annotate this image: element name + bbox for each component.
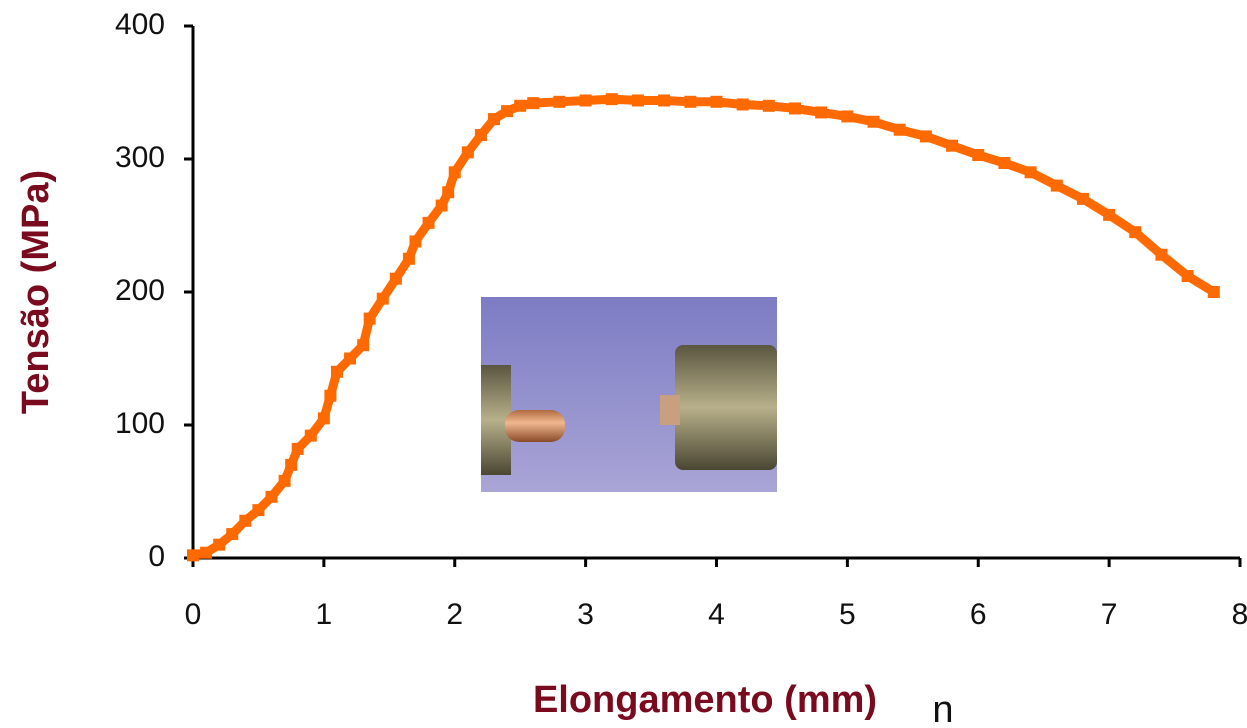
data-point xyxy=(187,549,199,561)
x-tick-label: 8 xyxy=(1232,598,1247,631)
x-tick-label: 6 xyxy=(970,598,987,631)
data-point xyxy=(606,93,618,105)
x-tick-label: 3 xyxy=(577,598,594,631)
data-point xyxy=(488,113,500,125)
data-point xyxy=(292,443,304,455)
data-point xyxy=(998,157,1010,169)
data-point xyxy=(318,412,330,424)
data-point xyxy=(894,124,906,136)
data-point xyxy=(364,313,376,325)
data-point xyxy=(266,491,278,503)
x-tick-label: 0 xyxy=(185,598,202,631)
data-point xyxy=(789,102,801,114)
data-point xyxy=(815,106,827,118)
data-point xyxy=(252,504,264,516)
data-point xyxy=(331,366,343,378)
data-point xyxy=(514,100,526,112)
data-point xyxy=(553,96,565,108)
data-point xyxy=(1103,209,1115,221)
data-point xyxy=(711,96,723,108)
data-point xyxy=(920,130,932,142)
data-point xyxy=(462,146,474,158)
data-point xyxy=(658,94,670,106)
x-tick-label: 7 xyxy=(1101,598,1118,631)
y-tick-label: 300 xyxy=(115,141,165,174)
data-point xyxy=(324,390,336,402)
data-point xyxy=(305,430,317,442)
data-point xyxy=(239,515,251,527)
data-point xyxy=(409,235,421,247)
data-point xyxy=(632,94,644,106)
data-point xyxy=(344,353,356,365)
data-point xyxy=(946,140,958,152)
data-point xyxy=(213,539,225,551)
x-tick-label: 4 xyxy=(708,598,725,631)
data-point xyxy=(357,339,369,351)
inset-photo xyxy=(481,297,777,492)
data-point xyxy=(763,100,775,112)
data-point xyxy=(684,96,696,108)
data-point xyxy=(403,253,415,265)
y-tick-label: 0 xyxy=(148,540,165,573)
data-point xyxy=(1182,270,1194,282)
y-tick-label: 200 xyxy=(115,274,165,307)
data-point xyxy=(1025,166,1037,178)
data-point xyxy=(449,166,461,178)
chart: Elongamento (mm) n Tensão (MPa) 0 100 200 3… xyxy=(0,0,1247,728)
x-axis-title: Elongamento (mm) xyxy=(533,679,877,721)
y-tick-label: 400 xyxy=(115,8,165,41)
annotation: n xyxy=(932,689,953,728)
data-point xyxy=(841,110,853,122)
data-point xyxy=(436,200,448,212)
data-point xyxy=(423,217,435,229)
data-point xyxy=(226,528,238,540)
x-tick-label: 5 xyxy=(839,598,856,631)
x-tick-label: 1 xyxy=(316,598,333,631)
data-point xyxy=(737,98,749,110)
data-point xyxy=(1129,226,1141,238)
data-point xyxy=(580,94,592,106)
data-point xyxy=(442,186,454,198)
data-point xyxy=(1051,180,1063,192)
data-point xyxy=(972,149,984,161)
x-tick-label: 2 xyxy=(446,598,463,631)
data-point xyxy=(475,129,487,141)
data-point xyxy=(527,97,539,109)
y-tick-label: 100 xyxy=(115,407,165,440)
data-point xyxy=(285,459,297,471)
data-point xyxy=(868,116,880,128)
data-point xyxy=(1208,286,1220,298)
data-point xyxy=(377,293,389,305)
data-point xyxy=(1155,249,1167,261)
data-point xyxy=(1077,193,1089,205)
data-point xyxy=(501,105,513,117)
y-axis-title: Tensão (MPa) xyxy=(15,170,57,414)
data-point xyxy=(279,475,291,487)
data-point xyxy=(200,547,212,559)
data-point xyxy=(390,273,402,285)
